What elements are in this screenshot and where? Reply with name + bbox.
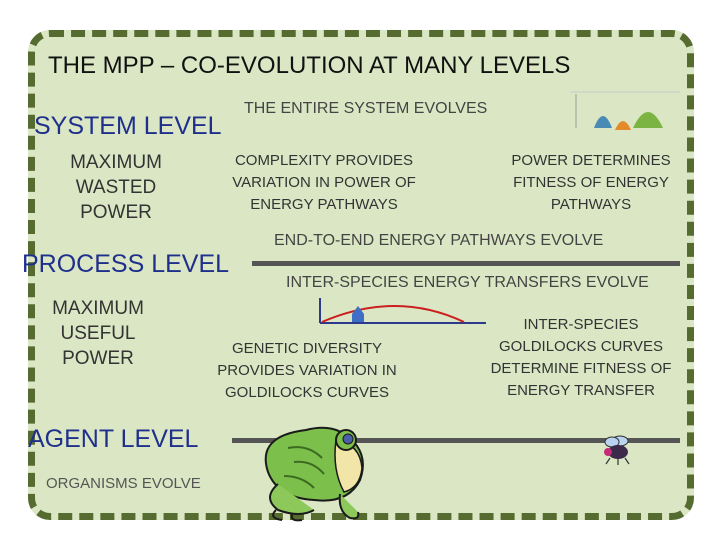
system-level-label: SYSTEM LEVEL — [34, 112, 222, 140]
frog-illustration — [264, 426, 364, 522]
note-line: PROVIDES VARIATION IN — [217, 362, 397, 379]
system-fitness-note: POWER DETERMINES FITNESS OF ENERGY PATHW… — [486, 150, 696, 216]
pathways-evolve-text: END-TO-END ENERGY PATHWAYS EVOLVE — [274, 232, 604, 249]
process-metric-line: MAXIMUM — [52, 298, 144, 319]
note-line: DETERMINE FITNESS OF — [490, 360, 672, 377]
agent-level-label: AGENT LEVEL — [28, 425, 199, 453]
note-line: COMPLEXITY PROVIDES — [234, 152, 414, 169]
process-level-divider — [252, 261, 680, 266]
fly-icon — [604, 435, 630, 465]
agent-level-divider — [232, 438, 680, 443]
note-line: VARIATION IN POWER OF — [232, 174, 416, 191]
system-metric-line: WASTED — [75, 177, 157, 198]
note-line: ENERGY PATHWAYS — [250, 196, 398, 213]
goldilocks-curve-diagram — [319, 298, 486, 324]
process-metric-line: USEFUL — [60, 323, 136, 344]
system-metric: MAXIMUM WASTED POWER — [52, 150, 180, 225]
process-metric-line: POWER — [62, 348, 134, 369]
system-evolves-text: THE ENTIRE SYSTEM EVOLVES — [244, 100, 488, 117]
transfers-evolve-text: INTER-SPECIES ENERGY TRANSFERS EVOLVE — [286, 274, 649, 291]
process-level-label: PROCESS LEVEL — [22, 250, 230, 278]
system-metric-line: MAXIMUM — [70, 152, 162, 173]
note-line: GENETIC DIVERSITY — [231, 340, 383, 357]
note-line: GOLDILOCKS CURVES — [225, 384, 389, 401]
note-line: ENERGY TRANSFER — [507, 382, 655, 399]
note-line: PATHWAYS — [550, 196, 632, 213]
process-metric: MAXIMUM USEFUL POWER — [34, 296, 162, 371]
note-line: FITNESS OF ENERGY — [513, 174, 669, 191]
system-variation-note: COMPLEXITY PROVIDES VARIATION IN POWER O… — [204, 150, 444, 216]
note-line: POWER DETERMINES — [511, 152, 671, 169]
agent-evolves-text: ORGANISMS EVOLVE — [46, 475, 201, 492]
system-thumbnail-diagram — [570, 91, 680, 130]
note-line: GOLDILOCKS CURVES — [499, 338, 663, 355]
system-metric-line: POWER — [80, 202, 152, 223]
note-line: INTER-SPECIES — [523, 316, 639, 333]
process-variation-note: GENETIC DIVERSITY PROVIDES VARIATION IN … — [196, 338, 418, 404]
slide-title: THE MPP – CO-EVOLUTION AT MANY LEVELS — [48, 52, 571, 79]
process-fitness-note: INTER-SPECIES GOLDILOCKS CURVES DETERMIN… — [476, 314, 686, 402]
